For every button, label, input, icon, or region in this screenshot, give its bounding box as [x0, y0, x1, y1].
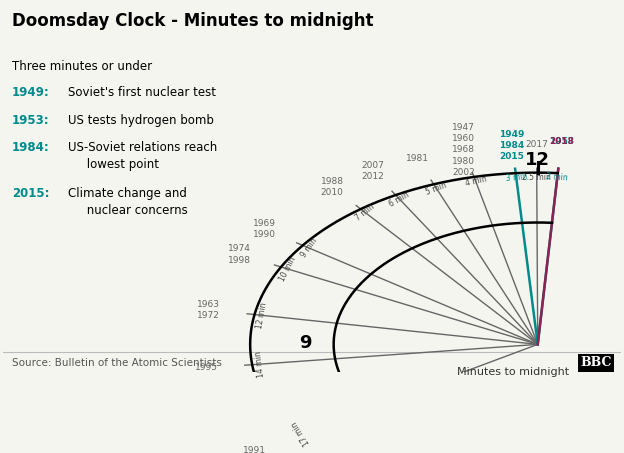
- Text: Three minutes or under: Three minutes or under: [12, 60, 152, 73]
- Text: Minutes to midnight: Minutes to midnight: [457, 366, 569, 376]
- Text: 9 min: 9 min: [299, 236, 319, 260]
- Text: 4 min: 4 min: [464, 174, 487, 188]
- Text: 1953:: 1953:: [12, 114, 50, 126]
- Text: 2007
2012: 2007 2012: [361, 161, 384, 181]
- Text: 3 min: 3 min: [505, 173, 527, 183]
- Text: Climate change and
     nuclear concerns: Climate change and nuclear concerns: [68, 188, 187, 217]
- Text: 1988
2010: 1988 2010: [321, 177, 344, 197]
- Text: 2015:: 2015:: [12, 188, 49, 200]
- Text: US tests hydrogen bomb: US tests hydrogen bomb: [68, 114, 213, 126]
- Text: Soviet's first nuclear test: Soviet's first nuclear test: [68, 86, 216, 99]
- Text: 7 min: 7 min: [354, 202, 377, 223]
- Text: 6 min: 6 min: [388, 190, 411, 208]
- Text: 1949
1984
2015: 1949 1984 2015: [499, 130, 525, 161]
- Text: 2 min: 2 min: [546, 173, 568, 183]
- Text: 1953: 1953: [549, 137, 574, 146]
- Text: 12 min: 12 min: [255, 302, 269, 329]
- Text: 12: 12: [525, 151, 550, 169]
- Text: Doomsday Clock - Minutes to midnight: Doomsday Clock - Minutes to midnight: [12, 12, 374, 30]
- Text: 1984:: 1984:: [12, 141, 50, 154]
- Text: 2017: 2017: [525, 140, 548, 149]
- Text: BBC: BBC: [580, 357, 612, 369]
- Text: 5 min: 5 min: [425, 180, 448, 197]
- Text: 10 min: 10 min: [278, 255, 298, 283]
- Text: 9: 9: [300, 333, 312, 352]
- Text: 1974
1998: 1974 1998: [228, 245, 251, 265]
- Text: Source: Bulletin of the Atomic Scientists: Source: Bulletin of the Atomic Scientist…: [12, 358, 222, 368]
- Text: 1991: 1991: [243, 446, 266, 453]
- Text: 1995: 1995: [195, 363, 218, 372]
- Text: BBC: BBC: [580, 357, 612, 369]
- Text: 2.5 min: 2.5 min: [522, 173, 551, 182]
- Text: 1963
1972: 1963 1972: [197, 300, 220, 320]
- Text: 1969
1990: 1969 1990: [253, 219, 276, 240]
- Text: US-Soviet relations reach
     lowest point: US-Soviet relations reach lowest point: [68, 141, 217, 171]
- Text: 1981: 1981: [406, 154, 429, 163]
- Text: 2018: 2018: [549, 137, 574, 146]
- Text: 14 min: 14 min: [254, 351, 266, 378]
- Text: 17 min: 17 min: [290, 419, 311, 447]
- Text: 1949:: 1949:: [12, 86, 50, 99]
- Text: 1947
1960
1968
1980
2002: 1947 1960 1968 1980 2002: [452, 123, 475, 177]
